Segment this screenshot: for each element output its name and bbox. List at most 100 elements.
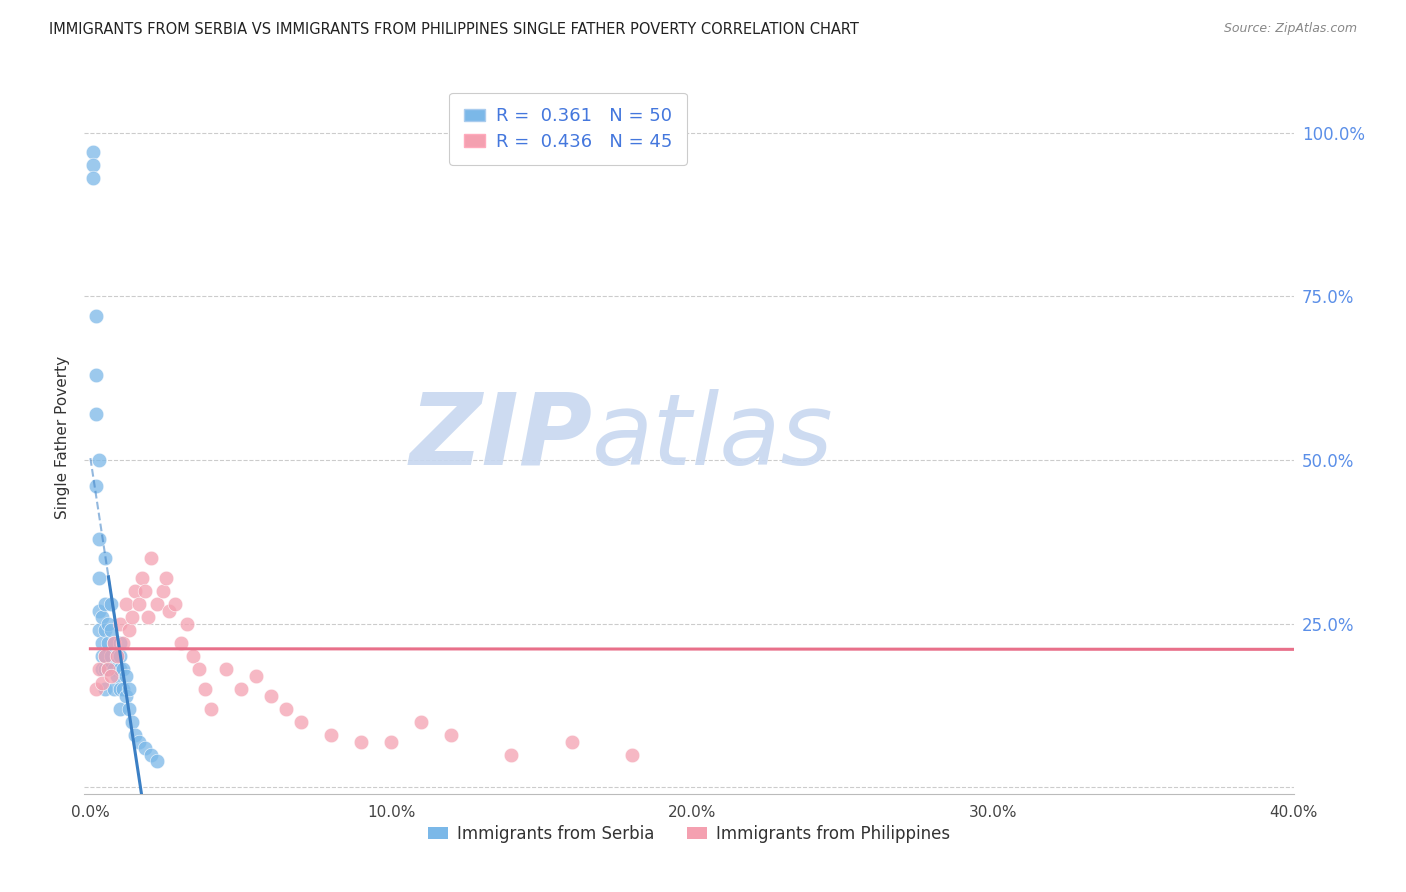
Point (97, 663, 120, 677)
Point (91, 610, 114, 624)
Point (86, 368, 108, 382)
Point (110, 649, 132, 664)
Y-axis label: Single Father Poverty: Single Father Poverty (55, 356, 70, 518)
Point (131, 571, 153, 585)
Text: atlas: atlas (592, 389, 834, 485)
Point (215, 663, 238, 677)
Point (121, 714, 143, 729)
Point (82, 158, 104, 172)
Point (319, 728, 342, 742)
Point (134, 741, 156, 756)
Point (440, 728, 463, 742)
Point (94, 663, 117, 677)
Point (176, 616, 198, 631)
Point (620, 747, 643, 762)
Point (128, 597, 150, 611)
Point (89, 603, 111, 617)
Point (118, 702, 141, 716)
Point (136, 610, 159, 624)
Point (100, 669, 122, 683)
Point (561, 734, 583, 748)
Point (91, 675, 114, 690)
Point (97, 636, 120, 650)
Point (103, 682, 125, 697)
Point (139, 747, 162, 762)
Point (86, 479, 108, 493)
Point (100, 597, 122, 611)
Point (100, 624, 122, 638)
Point (274, 702, 297, 716)
Point (411, 714, 433, 729)
Point (145, 754, 167, 768)
Point (181, 649, 204, 664)
Point (97, 663, 120, 677)
Point (94, 649, 117, 664)
Point (91, 636, 114, 650)
Point (91, 663, 114, 677)
Point (94, 649, 117, 664)
Point (139, 551, 162, 566)
Point (110, 636, 132, 650)
Point (501, 747, 523, 762)
Point (350, 734, 373, 748)
Text: ZIP: ZIP (409, 389, 592, 485)
Point (112, 682, 135, 697)
Point (89, 663, 111, 677)
Point (103, 636, 125, 650)
Point (115, 669, 138, 683)
Point (260, 689, 283, 703)
Point (110, 702, 132, 716)
Point (152, 583, 174, 598)
Point (107, 669, 129, 683)
Point (245, 669, 267, 683)
Point (100, 649, 122, 664)
Point (112, 636, 135, 650)
Point (89, 532, 111, 546)
Text: Source: ZipAtlas.com: Source: ZipAtlas.com (1223, 22, 1357, 36)
Point (86, 682, 108, 697)
Point (91, 649, 114, 664)
Point (97, 616, 120, 631)
Legend: Immigrants from Serbia, Immigrants from Philippines: Immigrants from Serbia, Immigrants from … (422, 819, 956, 850)
Point (115, 689, 138, 703)
Point (82, 171, 104, 186)
Point (115, 597, 138, 611)
Point (82, 145, 104, 160)
Point (118, 682, 141, 697)
Point (290, 714, 312, 729)
Point (380, 734, 402, 748)
Point (110, 663, 132, 677)
Point (112, 663, 135, 677)
Point (128, 734, 150, 748)
Point (157, 603, 180, 617)
Point (94, 624, 117, 638)
Point (155, 571, 177, 585)
Point (229, 682, 252, 697)
Text: IMMIGRANTS FROM SERBIA VS IMMIGRANTS FROM PHILIPPINES SINGLE FATHER POVERTY CORR: IMMIGRANTS FROM SERBIA VS IMMIGRANTS FRO… (49, 22, 859, 37)
Point (110, 682, 132, 697)
Point (94, 597, 117, 611)
Point (124, 583, 146, 598)
Point (94, 551, 117, 566)
Point (169, 636, 191, 650)
Point (107, 649, 129, 664)
Point (103, 663, 125, 677)
Point (163, 597, 186, 611)
Point (200, 702, 222, 716)
Point (94, 682, 117, 697)
Point (194, 682, 217, 697)
Point (89, 453, 111, 467)
Point (107, 649, 129, 664)
Point (89, 571, 111, 585)
Point (145, 597, 167, 611)
Point (110, 616, 132, 631)
Point (651, 126, 673, 140)
Point (86, 407, 108, 421)
Point (134, 583, 156, 598)
Point (121, 610, 143, 624)
Point (118, 624, 141, 638)
Point (103, 636, 125, 650)
Point (187, 663, 209, 677)
Point (89, 624, 111, 638)
Point (86, 309, 108, 323)
